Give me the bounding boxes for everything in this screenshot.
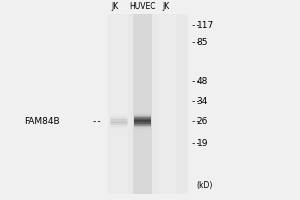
Text: JK: JK <box>112 2 119 11</box>
Text: --: -- <box>190 21 201 30</box>
Text: --: -- <box>92 117 102 126</box>
Text: --: -- <box>190 77 201 86</box>
Text: 117: 117 <box>196 21 214 30</box>
Text: --: -- <box>190 38 201 47</box>
Text: 34: 34 <box>196 97 208 106</box>
Text: (kD): (kD) <box>196 181 213 190</box>
Text: --: -- <box>190 97 201 106</box>
Bar <box>108 14 188 194</box>
Bar <box>133 14 152 194</box>
Text: FAM84B: FAM84B <box>24 117 60 126</box>
Text: --: -- <box>190 117 201 126</box>
Bar <box>157 14 176 194</box>
Text: HUVEC: HUVEC <box>129 2 156 11</box>
Text: --: -- <box>190 139 201 148</box>
Text: 48: 48 <box>196 77 208 86</box>
Text: JK: JK <box>163 2 170 11</box>
Bar <box>109 14 128 194</box>
Text: 19: 19 <box>196 139 208 148</box>
Text: 85: 85 <box>196 38 208 47</box>
Text: 26: 26 <box>196 117 208 126</box>
